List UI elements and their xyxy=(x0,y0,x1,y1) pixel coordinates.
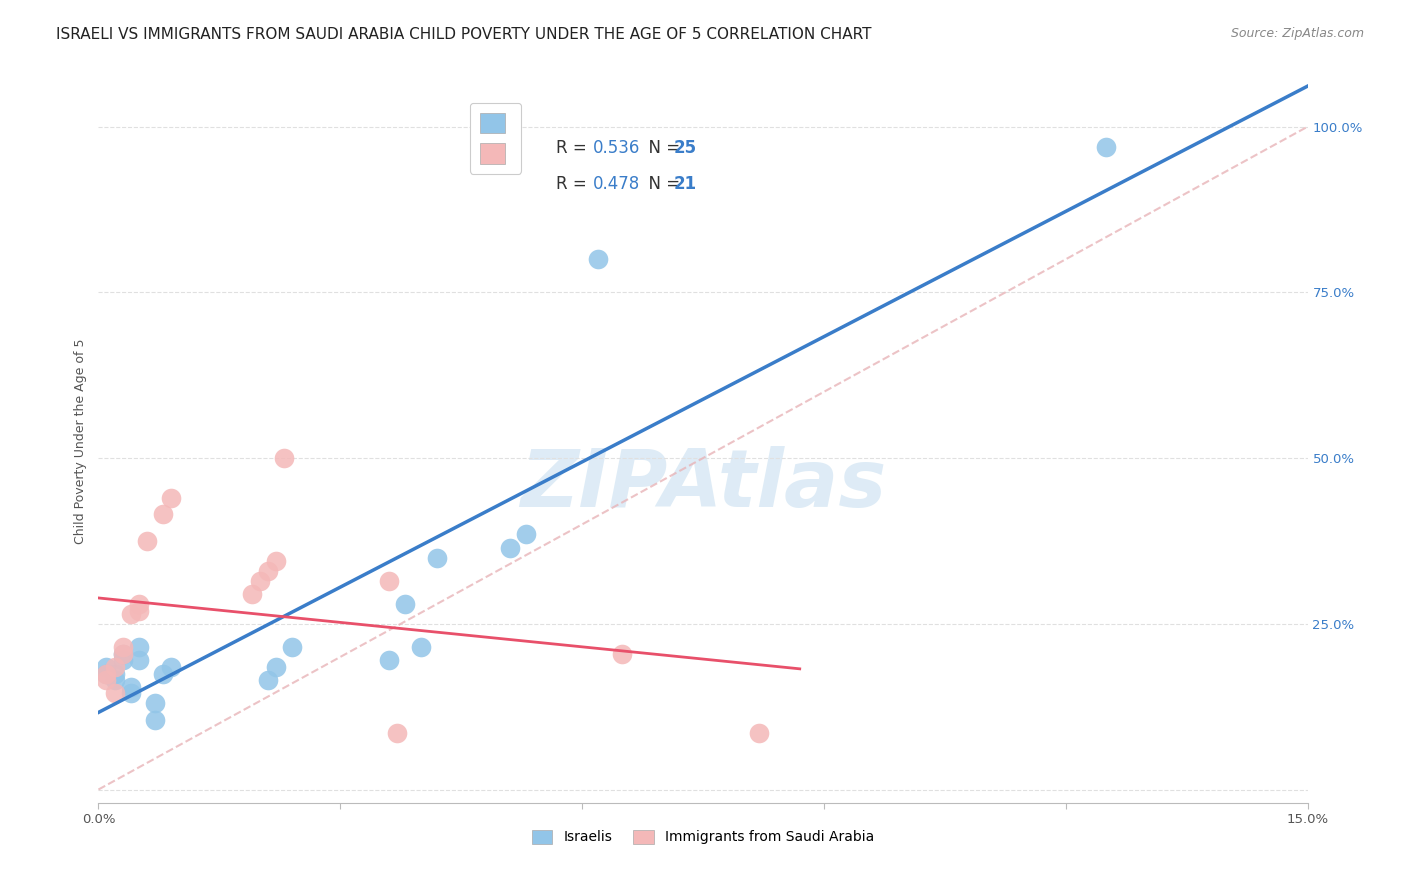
Text: N =: N = xyxy=(637,175,685,193)
Text: R =: R = xyxy=(555,175,592,193)
Point xyxy=(426,550,449,565)
Point xyxy=(111,653,134,667)
Point xyxy=(111,640,134,654)
Point xyxy=(586,252,609,267)
Text: Source: ZipAtlas.com: Source: ZipAtlas.com xyxy=(1230,27,1364,40)
Point xyxy=(120,680,142,694)
Text: ISRAELI VS IMMIGRANTS FROM SAUDI ARABIA CHILD POVERTY UNDER THE AGE OF 5 CORRELA: ISRAELI VS IMMIGRANTS FROM SAUDI ARABIA … xyxy=(56,27,872,42)
Point xyxy=(96,660,118,674)
Point xyxy=(377,574,399,588)
Point xyxy=(152,666,174,681)
Point xyxy=(160,491,183,505)
Point xyxy=(377,653,399,667)
Point xyxy=(111,647,134,661)
Point xyxy=(249,574,271,588)
Point xyxy=(394,597,416,611)
Y-axis label: Child Poverty Under the Age of 5: Child Poverty Under the Age of 5 xyxy=(75,339,87,544)
Point xyxy=(96,666,118,681)
Point xyxy=(103,673,125,688)
Point xyxy=(96,673,118,688)
Text: 0.536: 0.536 xyxy=(592,139,640,157)
Point xyxy=(256,673,278,688)
Point xyxy=(1095,139,1118,153)
Text: 25: 25 xyxy=(673,139,697,157)
Point xyxy=(120,686,142,700)
Point xyxy=(240,587,263,601)
Point xyxy=(264,554,287,568)
Point xyxy=(111,647,134,661)
Text: N =: N = xyxy=(637,139,685,157)
Point xyxy=(152,508,174,522)
Point xyxy=(103,666,125,681)
Point xyxy=(128,640,150,654)
Point xyxy=(96,666,118,681)
Point xyxy=(409,640,432,654)
Point xyxy=(128,597,150,611)
Point xyxy=(498,541,520,555)
Point xyxy=(143,713,166,727)
Point xyxy=(748,726,770,740)
Point xyxy=(143,697,166,711)
Point xyxy=(515,527,537,541)
Text: R =: R = xyxy=(555,139,592,157)
Text: 0.478: 0.478 xyxy=(592,175,640,193)
Point xyxy=(128,603,150,617)
Text: 21: 21 xyxy=(673,175,697,193)
Point xyxy=(273,451,295,466)
Point xyxy=(103,686,125,700)
Point xyxy=(385,726,408,740)
Point xyxy=(612,647,634,661)
Point xyxy=(135,533,157,548)
Point xyxy=(160,660,183,674)
Point xyxy=(128,653,150,667)
Point xyxy=(120,607,142,621)
Point xyxy=(281,640,304,654)
Point xyxy=(256,564,278,578)
Legend: Israelis, Immigrants from Saudi Arabia: Israelis, Immigrants from Saudi Arabia xyxy=(526,824,880,850)
Text: ZIPAtlas: ZIPAtlas xyxy=(520,446,886,524)
Point xyxy=(264,660,287,674)
Point xyxy=(103,660,125,674)
